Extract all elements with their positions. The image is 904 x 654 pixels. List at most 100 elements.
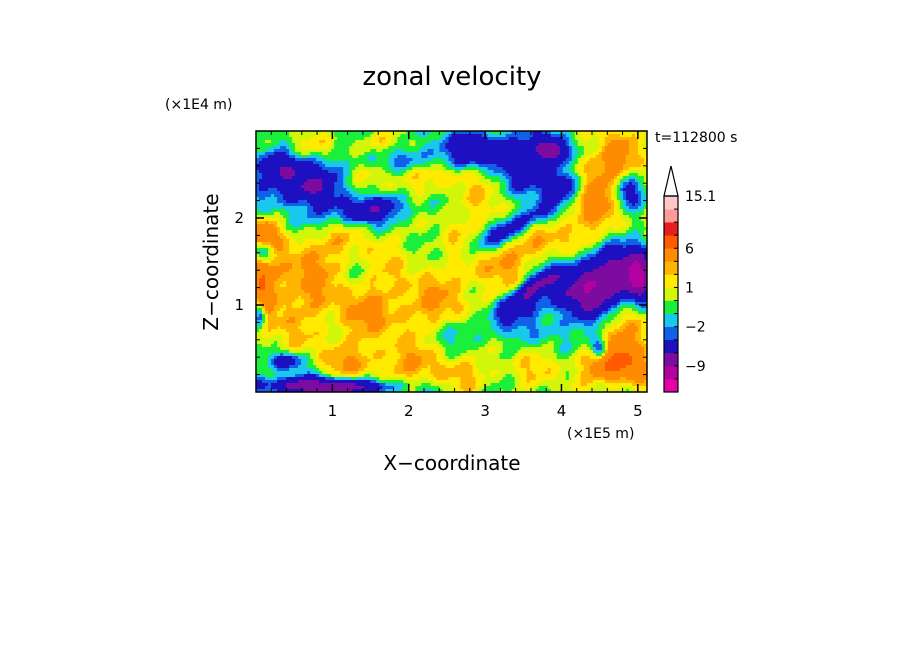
- field-cell: [496, 218, 501, 222]
- field-cell: [616, 206, 621, 210]
- field-cell: [448, 182, 452, 186]
- field-cell: [268, 143, 272, 147]
- field-cell: [496, 146, 501, 150]
- field-cell: [256, 179, 260, 183]
- field-cell: [274, 152, 278, 156]
- field-cell: [259, 242, 263, 246]
- field-cell: [550, 191, 555, 195]
- field-cell: [511, 173, 516, 177]
- field-cell: [625, 215, 630, 219]
- field-cell: [487, 227, 491, 231]
- field-cell: [577, 200, 582, 204]
- field-cell: [286, 224, 290, 228]
- field-cell: [604, 137, 609, 141]
- field-cell: [469, 176, 473, 180]
- field-cell: [412, 155, 416, 159]
- field-cell: [583, 167, 588, 171]
- field-cell: [604, 194, 609, 198]
- field-cell: [403, 242, 407, 246]
- field-cell: [478, 140, 482, 144]
- field-cell: [481, 224, 485, 228]
- field-cell: [511, 215, 516, 219]
- field-cell: [586, 239, 591, 243]
- field-cell: [445, 158, 449, 162]
- field-cell: [292, 143, 296, 147]
- field-cell: [322, 230, 326, 234]
- field-cell: [301, 206, 305, 210]
- field-cell: [268, 236, 272, 240]
- field-cell: [502, 197, 507, 201]
- field-cell: [502, 152, 507, 156]
- field-cell: [274, 179, 278, 183]
- field-cell: [499, 191, 504, 195]
- field-cell: [403, 209, 407, 213]
- field-cell: [361, 230, 365, 234]
- field-cell: [634, 224, 639, 228]
- field-cell: [289, 155, 293, 159]
- field-cell: [397, 218, 401, 222]
- field-cell: [325, 170, 329, 174]
- field-cell: [448, 152, 452, 156]
- field-cell: [271, 200, 275, 204]
- field-cell: [427, 239, 431, 243]
- field-cell: [427, 164, 431, 168]
- field-cell: [274, 209, 278, 213]
- field-cell: [283, 188, 287, 192]
- field-cell: [367, 179, 371, 183]
- field-cell: [337, 155, 341, 159]
- field-cell: [634, 221, 639, 225]
- field-cell: [487, 158, 491, 162]
- field-cell: [550, 212, 555, 216]
- field-cell: [361, 179, 365, 183]
- field-cell: [376, 245, 380, 249]
- field-cell: [259, 221, 263, 225]
- field-cell: [451, 158, 455, 162]
- field-cell: [526, 209, 531, 213]
- field-cell: [616, 152, 621, 156]
- field-cell: [436, 176, 440, 180]
- field-cell: [637, 230, 642, 234]
- field-cell: [415, 137, 419, 141]
- field-cell: [586, 149, 591, 153]
- field-cell: [280, 227, 284, 231]
- field-cell: [520, 164, 525, 168]
- field-cell: [262, 176, 266, 180]
- field-cell: [493, 176, 498, 180]
- field-cell: [304, 224, 308, 228]
- field-cell: [502, 146, 507, 150]
- field-cell: [430, 131, 434, 135]
- field-cell: [379, 158, 383, 162]
- field-cell: [604, 182, 609, 186]
- field-cell: [382, 134, 386, 138]
- field-cell: [607, 170, 612, 174]
- field-cell: [448, 167, 452, 171]
- field-cell: [301, 185, 305, 189]
- field-cell: [481, 194, 485, 198]
- field-cell: [412, 221, 416, 225]
- field-cell: [445, 176, 449, 180]
- field-cell: [508, 242, 513, 246]
- field-cell: [598, 236, 603, 240]
- field-cell: [466, 152, 470, 156]
- field-cell: [481, 191, 485, 195]
- field-cell: [469, 167, 473, 171]
- field-cell: [502, 221, 507, 225]
- field-cell: [292, 236, 296, 240]
- field-cell: [484, 242, 488, 246]
- field-cell: [310, 215, 314, 219]
- field-cell: [415, 209, 419, 213]
- field-cell: [607, 242, 612, 246]
- field-cell: [457, 200, 461, 204]
- field-cell: [478, 143, 482, 147]
- field-cell: [358, 224, 362, 228]
- field-cell: [634, 197, 639, 201]
- field-cell: [550, 224, 555, 228]
- field-cell: [376, 197, 380, 201]
- field-cell: [424, 233, 428, 237]
- field-cell: [511, 209, 516, 213]
- field-cell: [409, 218, 413, 222]
- field-cell: [265, 209, 269, 213]
- field-cell: [343, 245, 347, 249]
- field-cell: [424, 227, 428, 231]
- field-cell: [472, 191, 476, 195]
